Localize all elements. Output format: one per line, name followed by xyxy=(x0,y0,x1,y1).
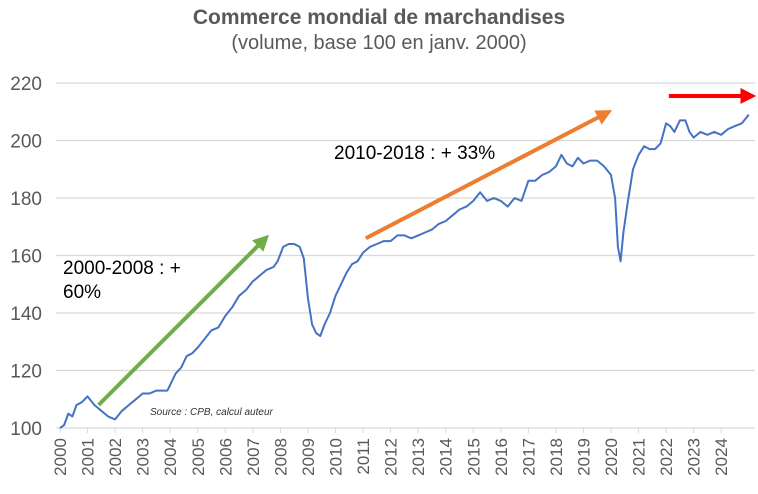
x-tick-label: 2007 xyxy=(244,438,263,476)
x-tick-label: 2009 xyxy=(299,438,318,476)
source-note: Source : CPB, calcul auteur xyxy=(150,407,274,418)
x-tick-label: 2011 xyxy=(354,438,373,475)
chart-title: Commerce mondial de marchandises xyxy=(192,6,566,29)
x-tick-label: 2005 xyxy=(189,438,208,476)
trend-arrow xyxy=(97,234,270,407)
x-tick-label: 2022 xyxy=(657,438,676,476)
x-tick-label: 2006 xyxy=(216,438,235,476)
y-tick-label: 180 xyxy=(10,189,42,210)
x-tick-label: 2016 xyxy=(492,438,511,476)
x-tick-label: 2019 xyxy=(574,438,593,476)
series-line xyxy=(59,113,750,429)
x-tick-label: 2020 xyxy=(602,438,621,476)
y-tick-label: 220 xyxy=(10,74,42,95)
x-tick-label: 2010 xyxy=(327,438,346,476)
x-tick-label: 2008 xyxy=(271,438,290,476)
x-tick-label: 2017 xyxy=(519,438,538,476)
x-tick-label: 2002 xyxy=(106,438,125,476)
x-tick-label: 2024 xyxy=(712,438,731,476)
x-tick-label: 2023 xyxy=(685,438,704,476)
x-tick-label: 2014 xyxy=(437,438,456,476)
x-tick-label: 2000 xyxy=(51,438,70,476)
chart-subtitle: (volume, base 100 en janv. 2000) xyxy=(231,32,527,54)
y-tick-label: 160 xyxy=(10,247,42,268)
x-tick-label: 2013 xyxy=(409,438,428,476)
annotation-2000-2008: 2000-2008 : +60% xyxy=(63,258,181,303)
x-tick-label: 2015 xyxy=(464,438,483,476)
x-tick-label: 2001 xyxy=(79,438,98,476)
y-tick-label: 200 xyxy=(10,132,42,153)
y-tick-label: 140 xyxy=(10,304,42,325)
x-tick-label: 2021 xyxy=(630,438,649,476)
trend-arrow xyxy=(364,110,613,241)
annotation-2010-2018: 2010-2018 : + 33% xyxy=(334,143,495,164)
y-tick-label: 100 xyxy=(10,419,42,440)
x-tick-label: 2003 xyxy=(134,438,153,476)
x-tick-label: 2012 xyxy=(382,438,401,476)
x-tick-label: 2004 xyxy=(161,438,180,476)
y-tick-label: 120 xyxy=(10,362,42,383)
x-tick-label: 2018 xyxy=(547,438,566,476)
